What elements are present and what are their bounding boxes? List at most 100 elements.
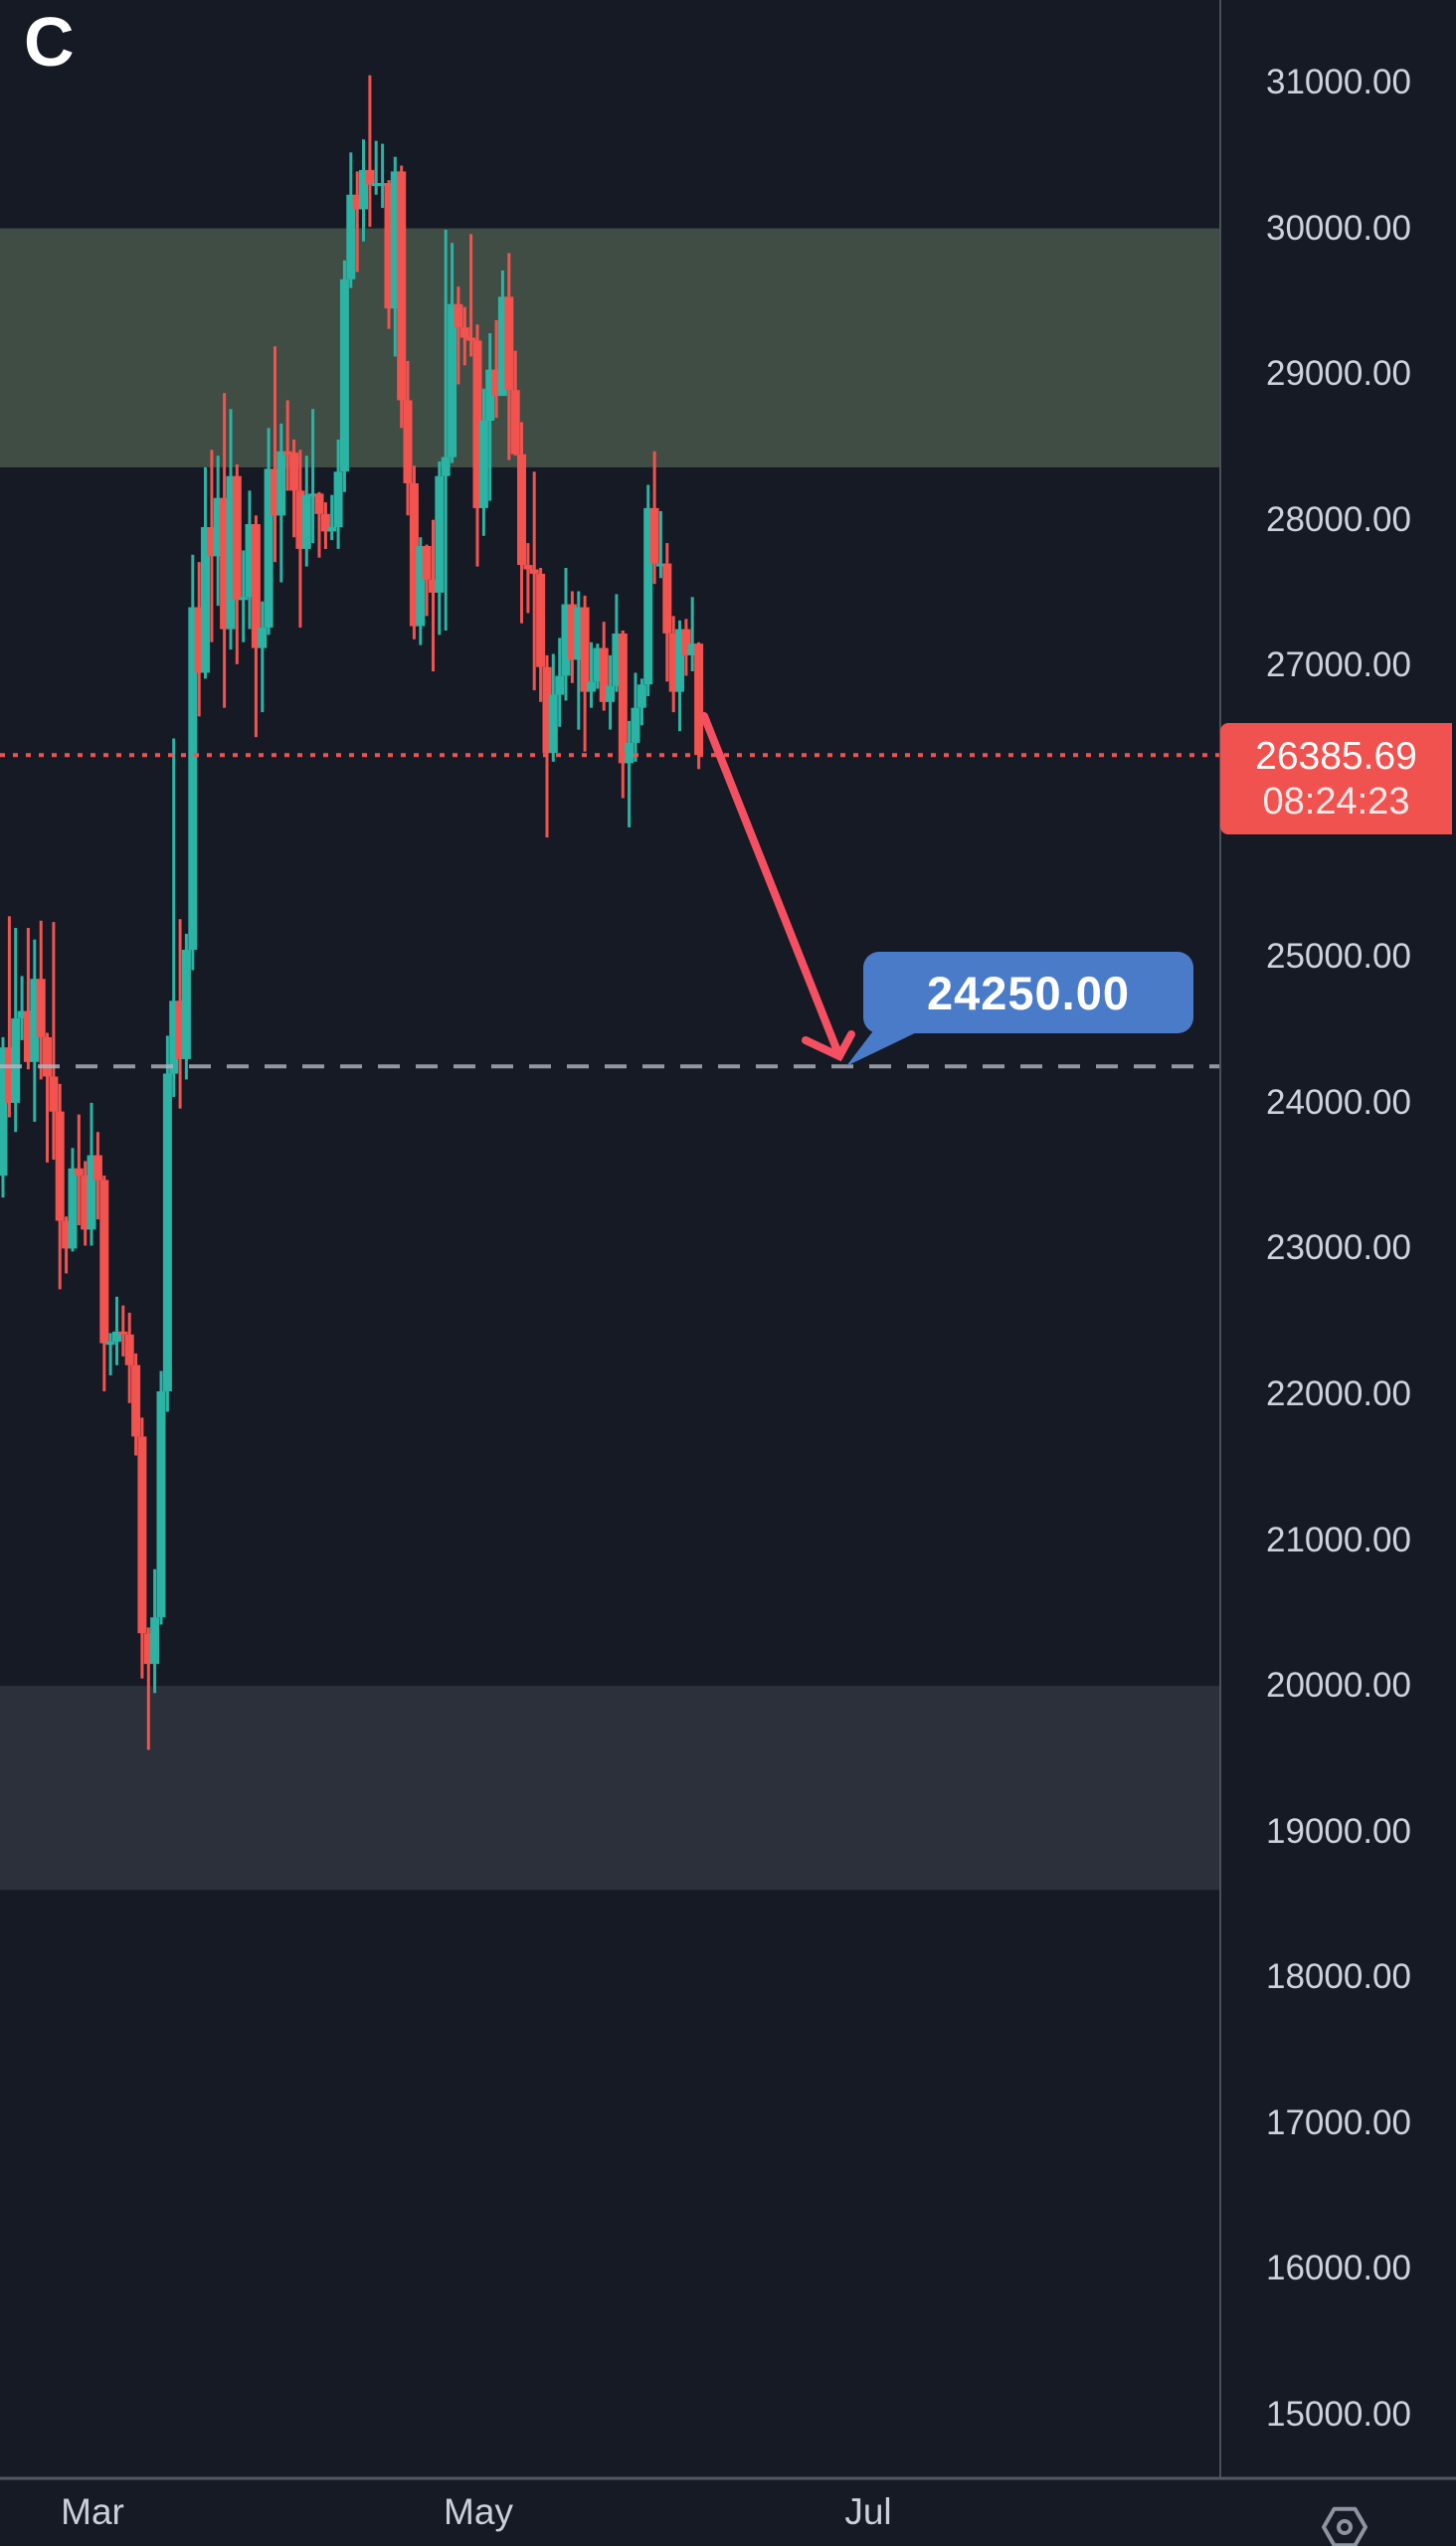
candle bbox=[485, 333, 495, 501]
candle bbox=[466, 234, 476, 357]
candle bbox=[472, 324, 482, 567]
candle bbox=[662, 543, 672, 682]
price-tick-label: 28000.00 bbox=[1266, 499, 1411, 539]
price-tick-label: 30000.00 bbox=[1266, 208, 1411, 248]
candle bbox=[49, 922, 59, 1160]
candle bbox=[409, 465, 419, 639]
candle bbox=[36, 920, 46, 1080]
candle bbox=[245, 490, 255, 630]
candle bbox=[23, 928, 33, 1070]
candle bbox=[17, 976, 27, 1040]
candle bbox=[384, 180, 394, 329]
demand-zone bbox=[0, 1686, 1220, 1891]
time-axis[interactable]: Mar May Jul bbox=[0, 2478, 1456, 2546]
time-tick-label-jul: Jul bbox=[844, 2491, 892, 2532]
candle bbox=[491, 319, 501, 419]
price-tick-label: 25000.00 bbox=[1266, 937, 1411, 977]
supply-zone bbox=[0, 228, 1220, 467]
candle bbox=[555, 637, 565, 727]
candle bbox=[612, 594, 622, 692]
candle bbox=[11, 928, 21, 1133]
price-tick-label: 31000.00 bbox=[1266, 63, 1411, 101]
candle bbox=[390, 156, 400, 357]
candle bbox=[112, 1296, 121, 1365]
price-tick-label: 21000.00 bbox=[1266, 1520, 1411, 1559]
candle bbox=[429, 519, 438, 672]
candle bbox=[504, 253, 514, 460]
price-axis[interactable]: 31000.00 30000.00 29000.00 28000.00 27000.00… bbox=[1221, 0, 1456, 2478]
candle bbox=[397, 165, 407, 429]
candle bbox=[55, 1083, 65, 1290]
candle bbox=[87, 1102, 96, 1246]
candle bbox=[124, 1312, 134, 1403]
candle bbox=[282, 400, 292, 491]
candle bbox=[314, 491, 324, 558]
candle bbox=[271, 346, 279, 563]
candle bbox=[403, 360, 413, 516]
candle bbox=[435, 461, 445, 636]
app-logo-c: C bbox=[24, 3, 75, 81]
price-tick-label: 22000.00 bbox=[1266, 1373, 1411, 1413]
candle bbox=[226, 409, 236, 650]
candle bbox=[510, 350, 520, 456]
candle bbox=[194, 562, 204, 717]
candle bbox=[150, 1568, 160, 1694]
candle bbox=[131, 1353, 141, 1456]
time-tick-label-mar: Mar bbox=[61, 2491, 124, 2532]
candle bbox=[68, 1148, 78, 1252]
candle bbox=[497, 271, 507, 397]
projection-arrow[interactable] bbox=[700, 712, 855, 1062]
candle bbox=[276, 423, 286, 583]
candle bbox=[239, 550, 249, 642]
candle bbox=[606, 654, 616, 730]
candle bbox=[643, 484, 653, 696]
candle bbox=[365, 75, 375, 228]
candle bbox=[416, 537, 426, 645]
settings-gear-icon[interactable] bbox=[1322, 2506, 1367, 2546]
candle bbox=[681, 619, 691, 676]
candle bbox=[92, 1132, 102, 1220]
price-tick-label: 15000.00 bbox=[1266, 2394, 1411, 2434]
candle bbox=[574, 591, 584, 730]
current-price-value: 26385.69 bbox=[1255, 734, 1417, 778]
candle bbox=[687, 597, 697, 671]
candle bbox=[655, 510, 665, 579]
candle bbox=[459, 306, 469, 366]
candle bbox=[251, 515, 261, 738]
target-price-label[interactable]: 24250.00 bbox=[863, 952, 1193, 1033]
candle bbox=[175, 919, 185, 1109]
time-tick-label-may: May bbox=[444, 2491, 513, 2532]
candle bbox=[694, 641, 704, 770]
candle bbox=[454, 286, 463, 385]
candle bbox=[181, 933, 191, 1080]
candle bbox=[542, 654, 552, 838]
candle bbox=[580, 595, 590, 752]
target-price-value: 24250.00 bbox=[926, 966, 1131, 1019]
candle bbox=[213, 455, 223, 607]
candle bbox=[143, 1627, 153, 1750]
price-tick-label: 18000.00 bbox=[1266, 1957, 1411, 1997]
candle bbox=[162, 1035, 172, 1412]
price-tick-label: 17000.00 bbox=[1266, 2102, 1411, 2142]
candle bbox=[137, 1417, 147, 1679]
candle bbox=[567, 591, 577, 683]
candle bbox=[0, 1036, 8, 1198]
candle bbox=[327, 494, 337, 541]
candle bbox=[74, 1114, 84, 1225]
candle bbox=[359, 139, 368, 242]
candle bbox=[105, 1333, 115, 1375]
candle bbox=[295, 450, 305, 629]
candle bbox=[675, 620, 684, 732]
candle bbox=[62, 1216, 72, 1274]
candle bbox=[118, 1305, 128, 1357]
candle bbox=[258, 601, 268, 713]
candle bbox=[593, 643, 603, 689]
candle bbox=[523, 543, 533, 614]
price-tick-label: 16000.00 bbox=[1266, 2249, 1411, 2288]
price-tick-label: 27000.00 bbox=[1266, 645, 1411, 685]
candle bbox=[631, 672, 640, 762]
candle bbox=[4, 916, 14, 1118]
candle bbox=[548, 653, 558, 762]
candle bbox=[649, 451, 659, 585]
